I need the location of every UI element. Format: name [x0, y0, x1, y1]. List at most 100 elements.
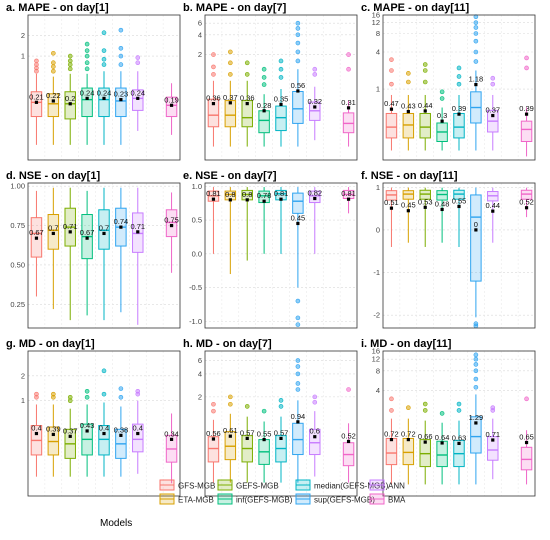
outlier-point	[422, 68, 428, 73]
mean-point	[279, 197, 283, 201]
box-inf-gefs-mgb-: 0.55	[257, 408, 271, 483]
y-tick-label: 16	[372, 11, 380, 20]
panel-border	[27, 182, 181, 329]
box-inf-gefs-mgb-: 0.28	[257, 66, 271, 147]
outlier-point	[51, 391, 56, 397]
outlier-point	[118, 386, 124, 391]
y-tick-label: 1	[21, 52, 25, 61]
mean-point	[474, 82, 478, 87]
y-tick-label: 2	[21, 371, 25, 380]
outlier-point	[51, 60, 56, 65]
outlier-point	[456, 81, 462, 87]
mean-label: 0.43	[80, 421, 95, 430]
outlier-point	[295, 358, 301, 363]
mean-label: 0.19	[164, 95, 179, 104]
outlier-point	[228, 72, 233, 77]
mean-label: 0.4	[99, 424, 109, 433]
outlier-point	[346, 387, 351, 392]
box-bma: 0.52	[519, 187, 534, 218]
mean-label: 0.4	[133, 424, 143, 433]
outlier-point	[524, 55, 529, 61]
box-inf-gefs-mgb-: 0.64	[435, 411, 449, 485]
outlier-point	[84, 41, 90, 47]
mean-point	[524, 206, 529, 210]
mean-point	[491, 209, 495, 213]
mean-point	[406, 209, 410, 213]
mean-label: 0.38	[114, 425, 129, 434]
outlier-point	[84, 66, 90, 72]
outlier-point	[118, 394, 124, 400]
outlier-point	[295, 20, 301, 26]
legend-item-ann: ANN	[369, 479, 405, 491]
mean-point	[34, 100, 39, 104]
outlier-point	[101, 62, 107, 67]
outlier-point	[524, 396, 529, 402]
box-eta-mgb: 0.37	[223, 49, 238, 147]
gridlines	[383, 350, 535, 496]
y-tick-label: 1.00	[10, 182, 25, 191]
mean-label: 0.57	[274, 428, 289, 437]
mean-label: 0.44	[485, 201, 500, 210]
outlier-point	[278, 75, 284, 80]
box-gefs-mgb: 0.66	[418, 401, 433, 485]
panel-title: g. MD - on day[1]	[6, 338, 95, 350]
outlier-point	[456, 74, 462, 79]
mean-label: 0.67	[80, 228, 95, 237]
mean-label: 0.56	[291, 81, 306, 90]
outlier-point	[406, 79, 411, 85]
outlier-point	[346, 52, 351, 57]
mean-point	[389, 107, 394, 111]
mean-label: 0.67	[29, 228, 44, 237]
outlier-point	[211, 72, 216, 77]
box-sup-gefs-mgb-: 0.94	[291, 358, 305, 483]
mean-label: 0.6	[310, 427, 320, 436]
mean-label: 0.37	[223, 93, 238, 102]
mean-label: 0.8	[242, 190, 252, 199]
box-inf-gefs-mgb-: 0.78	[257, 187, 271, 254]
box-eta-mgb: 0.22	[46, 50, 61, 145]
y-tick-label: 4	[376, 48, 380, 57]
outlier-point	[211, 401, 216, 407]
box-sup-gefs-mgb-: 1.29	[469, 352, 483, 485]
outlier-point	[456, 408, 462, 413]
panel-border	[382, 350, 536, 497]
box-sup-gefs-mgb-: 0.23	[114, 27, 128, 145]
mean-label: 0.37	[485, 106, 500, 115]
y-tick-label: 4	[376, 386, 380, 395]
box-median-gefs-mgb-: 0.81	[274, 187, 288, 254]
outlier-point	[295, 32, 301, 38]
outlier-point	[278, 58, 284, 64]
mean-point	[262, 199, 266, 203]
mean-point	[102, 431, 106, 436]
y-tick-label: 8	[376, 366, 380, 375]
mean-label: 0.47	[384, 99, 399, 108]
box-body	[309, 428, 321, 456]
legend-item-median-gefs-mgb-: median(GEFS-MGB)	[295, 479, 389, 491]
box-sup-gefs-mgb-: 0.74	[114, 187, 128, 313]
box-bma: 0.31	[341, 52, 356, 147]
outlier-point	[118, 62, 124, 67]
box-eta-mgb: 0.72	[401, 405, 416, 485]
outlier-point	[261, 66, 267, 72]
gridlines	[383, 183, 535, 328]
outlier-point	[490, 405, 496, 410]
legend-label: ANN	[388, 482, 405, 491]
box-body	[98, 87, 110, 118]
panel-title: a. MAPE - on day[1]	[6, 2, 109, 14]
outlier-point	[135, 55, 141, 60]
outlier-point	[34, 58, 39, 64]
mean-point	[85, 429, 89, 433]
box-body	[165, 209, 178, 238]
mean-label: 0.71	[485, 430, 500, 439]
box-body	[385, 112, 398, 139]
mean-label: 0.24	[130, 88, 145, 97]
mean-label: 0.36	[240, 94, 255, 103]
mean-point	[313, 105, 317, 109]
outlier-point	[473, 20, 479, 25]
box-inf-gefs-mgb-: 0.24	[80, 41, 94, 145]
mean-label: 0.57	[240, 428, 255, 437]
box-eta-mgb: 0.61	[223, 394, 238, 483]
